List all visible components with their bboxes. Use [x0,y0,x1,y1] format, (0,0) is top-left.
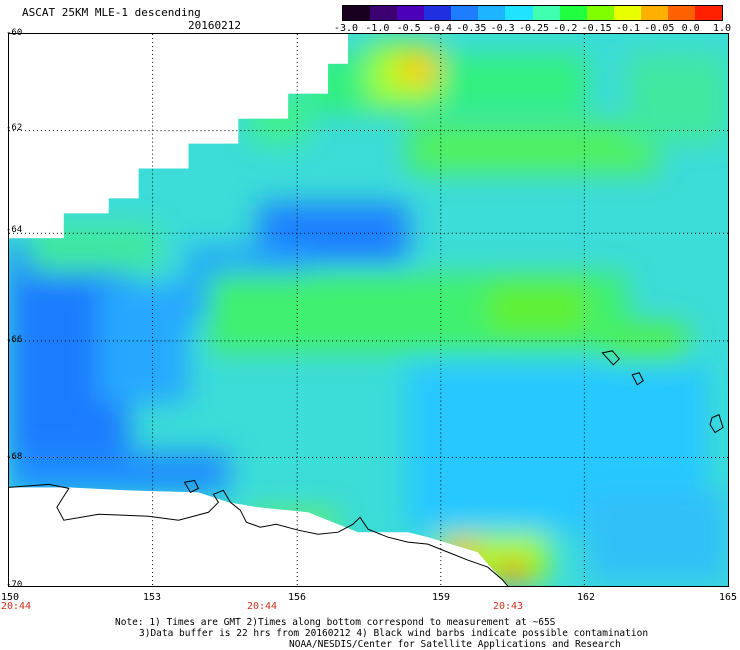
lon-label-165: 165 [718,592,738,603]
lon-label-159: 159 [431,592,451,603]
colorbar-swatch [505,6,533,20]
lat-label-62: -62 [6,123,23,133]
note-line-1: Note: 1) Times are GMT 2)Times along bot… [115,617,556,628]
footer-notes: Note: 1) Times are GMT 2)Times along bot… [115,617,648,650]
colorbar-tick-label: -0.2 [553,23,578,34]
colorbar-swatch [478,6,506,20]
lat-label-60: -60 [6,28,23,38]
graticule [9,34,728,586]
colorbar-tick-label: -0.05 [644,23,675,34]
colorbar-swatch [370,6,398,20]
colorbar-tick-label: -0.25 [518,23,550,34]
map-plot-area [8,33,729,587]
colorbar-tick-label: -0.1 [615,23,641,34]
time-label-150: 20:44 [0,601,32,612]
colorbar-swatch [451,6,479,20]
time-label-156: 20:44 [246,601,278,612]
colorbar-swatch [343,6,371,20]
colorbar-tick-label: -0.4 [427,23,453,34]
colorbar-tick-label: 1.0 [712,23,732,34]
note-line-2: 3)Data buffer is 22 hrs from 20160212 4)… [139,628,649,639]
colorbar-swatch [559,6,587,20]
lon-label-150: 150 [0,592,20,603]
lon-label-153: 153 [142,592,162,603]
time-label-160: 20:43 [492,601,524,612]
mle-field-map [9,34,728,586]
colorbar-tick-label: 0.0 [681,23,700,34]
colorbar-tick-label: -0.3 [490,23,515,34]
coastline [9,350,724,586]
colorbar-tick-label: -1.0 [365,23,390,34]
lat-label-64: -64 [6,225,23,235]
colorbar-swatch [613,6,641,20]
lat-label-68: -68 [6,452,23,462]
colorbar-swatch [695,6,723,20]
colorbar-labels: -3.0 -1.0 -0.5 -0.4 -0.35 -0.3 -0.25 -0.2 -0.15-… [330,23,735,37]
note-line-3: NOAA/NESDIS/Center for Satellite Applica… [289,639,621,650]
data-swath [9,34,728,586]
lat-label-70: -70 [6,580,23,590]
colorbar [342,5,723,21]
lon-label-156: 156 [287,592,307,603]
colorbar-tick-label: -0.15 [581,23,612,34]
colorbar-tick-label: -0.5 [396,23,421,34]
colorbar-tick-label: -3.0 [333,23,359,34]
lon-label-162: 162 [576,592,596,603]
colorbar-swatch [424,6,452,20]
map-title: ASCAT 25KM MLE-1 descending [22,6,201,19]
colorbar-swatch [586,6,614,20]
colorbar-swatch [397,6,425,20]
colorbar-swatch [640,6,668,20]
map-date: 20160212 [188,19,241,32]
lat-label-66: -66 [6,335,23,345]
colorbar-swatch [667,6,696,20]
colorbar-tick-label: -0.35 [456,23,487,34]
colorbar-swatch [532,6,560,20]
